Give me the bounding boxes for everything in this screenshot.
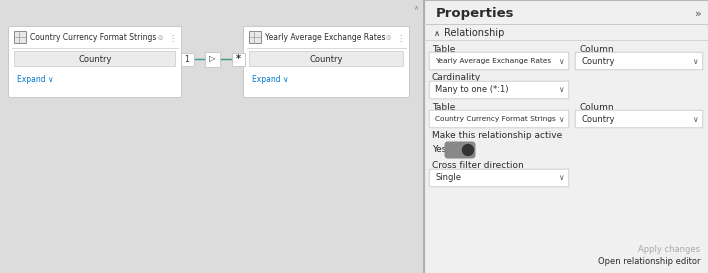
FancyBboxPatch shape xyxy=(14,52,176,67)
Text: ⋮: ⋮ xyxy=(168,34,176,43)
FancyBboxPatch shape xyxy=(575,110,703,128)
FancyBboxPatch shape xyxy=(205,52,220,67)
Text: Expand ∨: Expand ∨ xyxy=(252,76,289,85)
Text: ◎: ◎ xyxy=(385,35,391,40)
Text: Relationship: Relationship xyxy=(444,28,504,38)
Text: ⋮: ⋮ xyxy=(396,34,404,43)
FancyBboxPatch shape xyxy=(181,52,193,66)
FancyBboxPatch shape xyxy=(424,0,708,273)
Text: Make this relationship active: Make this relationship active xyxy=(432,132,562,141)
Text: ◎: ◎ xyxy=(157,35,163,40)
Text: 1: 1 xyxy=(185,55,189,64)
Text: Column: Column xyxy=(579,44,614,54)
Text: ∨: ∨ xyxy=(692,57,698,66)
FancyBboxPatch shape xyxy=(575,52,703,70)
Text: Country: Country xyxy=(581,57,615,66)
FancyBboxPatch shape xyxy=(429,81,569,99)
Text: *: * xyxy=(236,54,241,64)
Text: Country: Country xyxy=(310,55,343,64)
Text: Apply changes: Apply changes xyxy=(638,245,700,254)
Text: ∨: ∨ xyxy=(558,57,564,66)
Text: Cardinality: Cardinality xyxy=(432,73,481,82)
Circle shape xyxy=(462,144,474,156)
FancyBboxPatch shape xyxy=(429,52,569,70)
FancyBboxPatch shape xyxy=(249,52,404,67)
Text: ∨: ∨ xyxy=(558,174,564,182)
Text: Expand ∨: Expand ∨ xyxy=(17,76,54,85)
FancyBboxPatch shape xyxy=(249,31,261,43)
Text: Country Currency Format Strings: Country Currency Format Strings xyxy=(30,34,156,43)
FancyBboxPatch shape xyxy=(445,141,476,159)
Text: ∨: ∨ xyxy=(558,85,564,94)
Text: Yearly Average Exchange Rates: Yearly Average Exchange Rates xyxy=(265,34,385,43)
Text: ∨: ∨ xyxy=(692,114,698,123)
Text: Column: Column xyxy=(579,102,614,111)
Text: Table: Table xyxy=(432,44,455,54)
FancyBboxPatch shape xyxy=(429,169,569,187)
Text: Yearly Average Exchange Rates: Yearly Average Exchange Rates xyxy=(435,58,551,64)
Text: Open relationship editor: Open relationship editor xyxy=(598,257,700,266)
FancyBboxPatch shape xyxy=(244,26,409,97)
Text: Single: Single xyxy=(435,174,461,182)
FancyBboxPatch shape xyxy=(11,29,179,47)
Text: ∧: ∧ xyxy=(413,5,418,11)
FancyBboxPatch shape xyxy=(232,52,244,66)
Text: Country: Country xyxy=(581,114,615,123)
Text: Cross filter direction: Cross filter direction xyxy=(432,162,524,171)
Text: Many to one (*:1): Many to one (*:1) xyxy=(435,85,508,94)
Text: Yes: Yes xyxy=(432,146,446,155)
Text: Properties: Properties xyxy=(436,7,515,20)
Text: Table: Table xyxy=(432,102,455,111)
FancyBboxPatch shape xyxy=(429,110,569,128)
Text: ∨: ∨ xyxy=(558,114,564,123)
FancyBboxPatch shape xyxy=(14,31,26,43)
Text: »: » xyxy=(695,9,702,19)
Text: ▷: ▷ xyxy=(210,55,216,64)
Text: ∧: ∧ xyxy=(434,28,440,37)
Text: Country Currency Format Strings: Country Currency Format Strings xyxy=(435,116,556,122)
FancyBboxPatch shape xyxy=(8,26,181,97)
Text: Country: Country xyxy=(79,55,112,64)
FancyBboxPatch shape xyxy=(246,29,407,47)
